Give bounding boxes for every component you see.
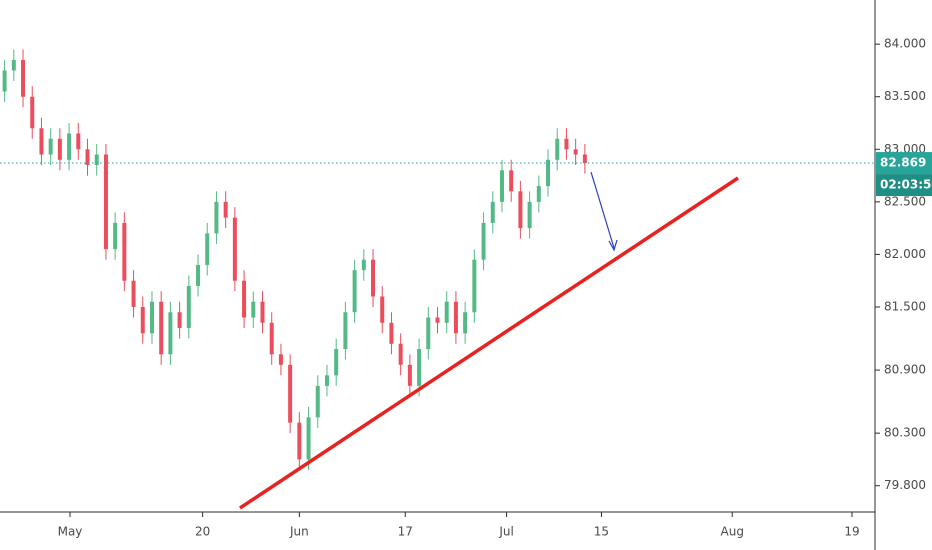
- y-tick-label: 84.000: [884, 37, 926, 51]
- candle-body: [435, 317, 440, 323]
- x-tick-label: 20: [195, 525, 210, 539]
- x-tick-label: May: [58, 525, 83, 539]
- candle-body: [518, 191, 523, 229]
- x-tick-label: 17: [398, 525, 413, 539]
- candle-body: [186, 285, 191, 329]
- candle-body: [509, 170, 514, 192]
- x-tick-label: Jun: [289, 525, 309, 539]
- candle-body: [499, 170, 504, 202]
- candle-body: [306, 417, 311, 460]
- candle-body: [324, 375, 329, 386]
- last-price-label: 82.869: [880, 156, 926, 170]
- candle-body: [315, 385, 320, 418]
- candle-body: [103, 154, 108, 250]
- last-price-tag: [876, 152, 932, 175]
- trend-line: [239, 176, 739, 510]
- candle-body: [39, 128, 44, 155]
- candle-body: [334, 349, 339, 376]
- candle-body: [177, 312, 182, 329]
- candle-body: [11, 59, 16, 71]
- countdown-tag: [876, 174, 932, 197]
- candle-body: [463, 312, 468, 334]
- candle-body: [371, 259, 376, 297]
- candle-body: [48, 138, 53, 155]
- candle-body: [269, 322, 274, 355]
- candle-body: [159, 301, 164, 355]
- y-tick-label: 83.500: [884, 89, 926, 103]
- candle-body: [546, 159, 551, 187]
- candle-body: [527, 201, 532, 229]
- candle-body: [21, 59, 26, 97]
- candle-body: [297, 422, 302, 460]
- candle-body: [85, 149, 90, 166]
- candle-body: [242, 280, 247, 318]
- candle-body: [481, 222, 486, 260]
- y-tick-label: 79.800: [884, 478, 926, 492]
- candle-body: [582, 154, 587, 164]
- candle-body: [389, 322, 394, 344]
- candle-body: [380, 296, 385, 323]
- candle-body: [131, 280, 136, 307]
- candle-body: [490, 201, 495, 223]
- candle-body: [251, 301, 256, 318]
- x-tick-label: 19: [844, 525, 859, 539]
- y-tick-label: 81.500: [884, 299, 926, 313]
- arrow-head: [608, 239, 618, 252]
- candle-body: [67, 133, 72, 160]
- x-tick-label: 15: [594, 525, 609, 539]
- arrow-line: [590, 171, 615, 249]
- countdown-label: 02:03:54: [880, 178, 932, 192]
- candle-body: [278, 354, 283, 365]
- candle-body: [453, 301, 458, 334]
- plot-area: [0, 49, 875, 470]
- candle-body: [398, 343, 403, 365]
- candle-body: [564, 138, 569, 150]
- candle-body: [232, 217, 237, 281]
- candle-body: [94, 154, 99, 166]
- axes: 84.00083.50083.00082.50082.00081.50080.9…: [58, 37, 932, 539]
- candle-body: [76, 133, 81, 150]
- candle-body: [214, 201, 219, 234]
- y-tick-label: 80.300: [884, 426, 926, 440]
- candle-body: [2, 70, 7, 92]
- candle-body: [288, 364, 293, 423]
- candle-body: [426, 317, 431, 350]
- candle-body: [113, 222, 118, 250]
- candle-body: [352, 270, 357, 313]
- x-tick-label: Jul: [498, 525, 513, 539]
- candle-body: [260, 301, 265, 323]
- candle-body: [196, 264, 201, 286]
- y-tick-label: 82.500: [884, 194, 926, 208]
- candle-body: [573, 149, 578, 155]
- candle-body: [361, 259, 366, 271]
- candle-body: [472, 259, 477, 313]
- candle-body: [407, 364, 412, 386]
- candle-body: [149, 301, 154, 334]
- y-tick-label: 82.000: [884, 247, 926, 261]
- candle-body: [168, 312, 173, 355]
- candle-body: [122, 222, 127, 281]
- candle-body: [205, 233, 210, 265]
- candle-body: [444, 301, 449, 323]
- candle-body: [343, 312, 348, 350]
- x-tick-label: Aug: [721, 525, 744, 539]
- y-tick-label: 80.900: [884, 363, 926, 377]
- candle-body: [417, 349, 422, 386]
- candle-body: [536, 186, 541, 202]
- candle-body: [30, 96, 35, 129]
- candle-body: [223, 201, 228, 218]
- candle-body: [555, 138, 560, 160]
- candle-body: [140, 306, 145, 334]
- candle-body: [57, 138, 62, 160]
